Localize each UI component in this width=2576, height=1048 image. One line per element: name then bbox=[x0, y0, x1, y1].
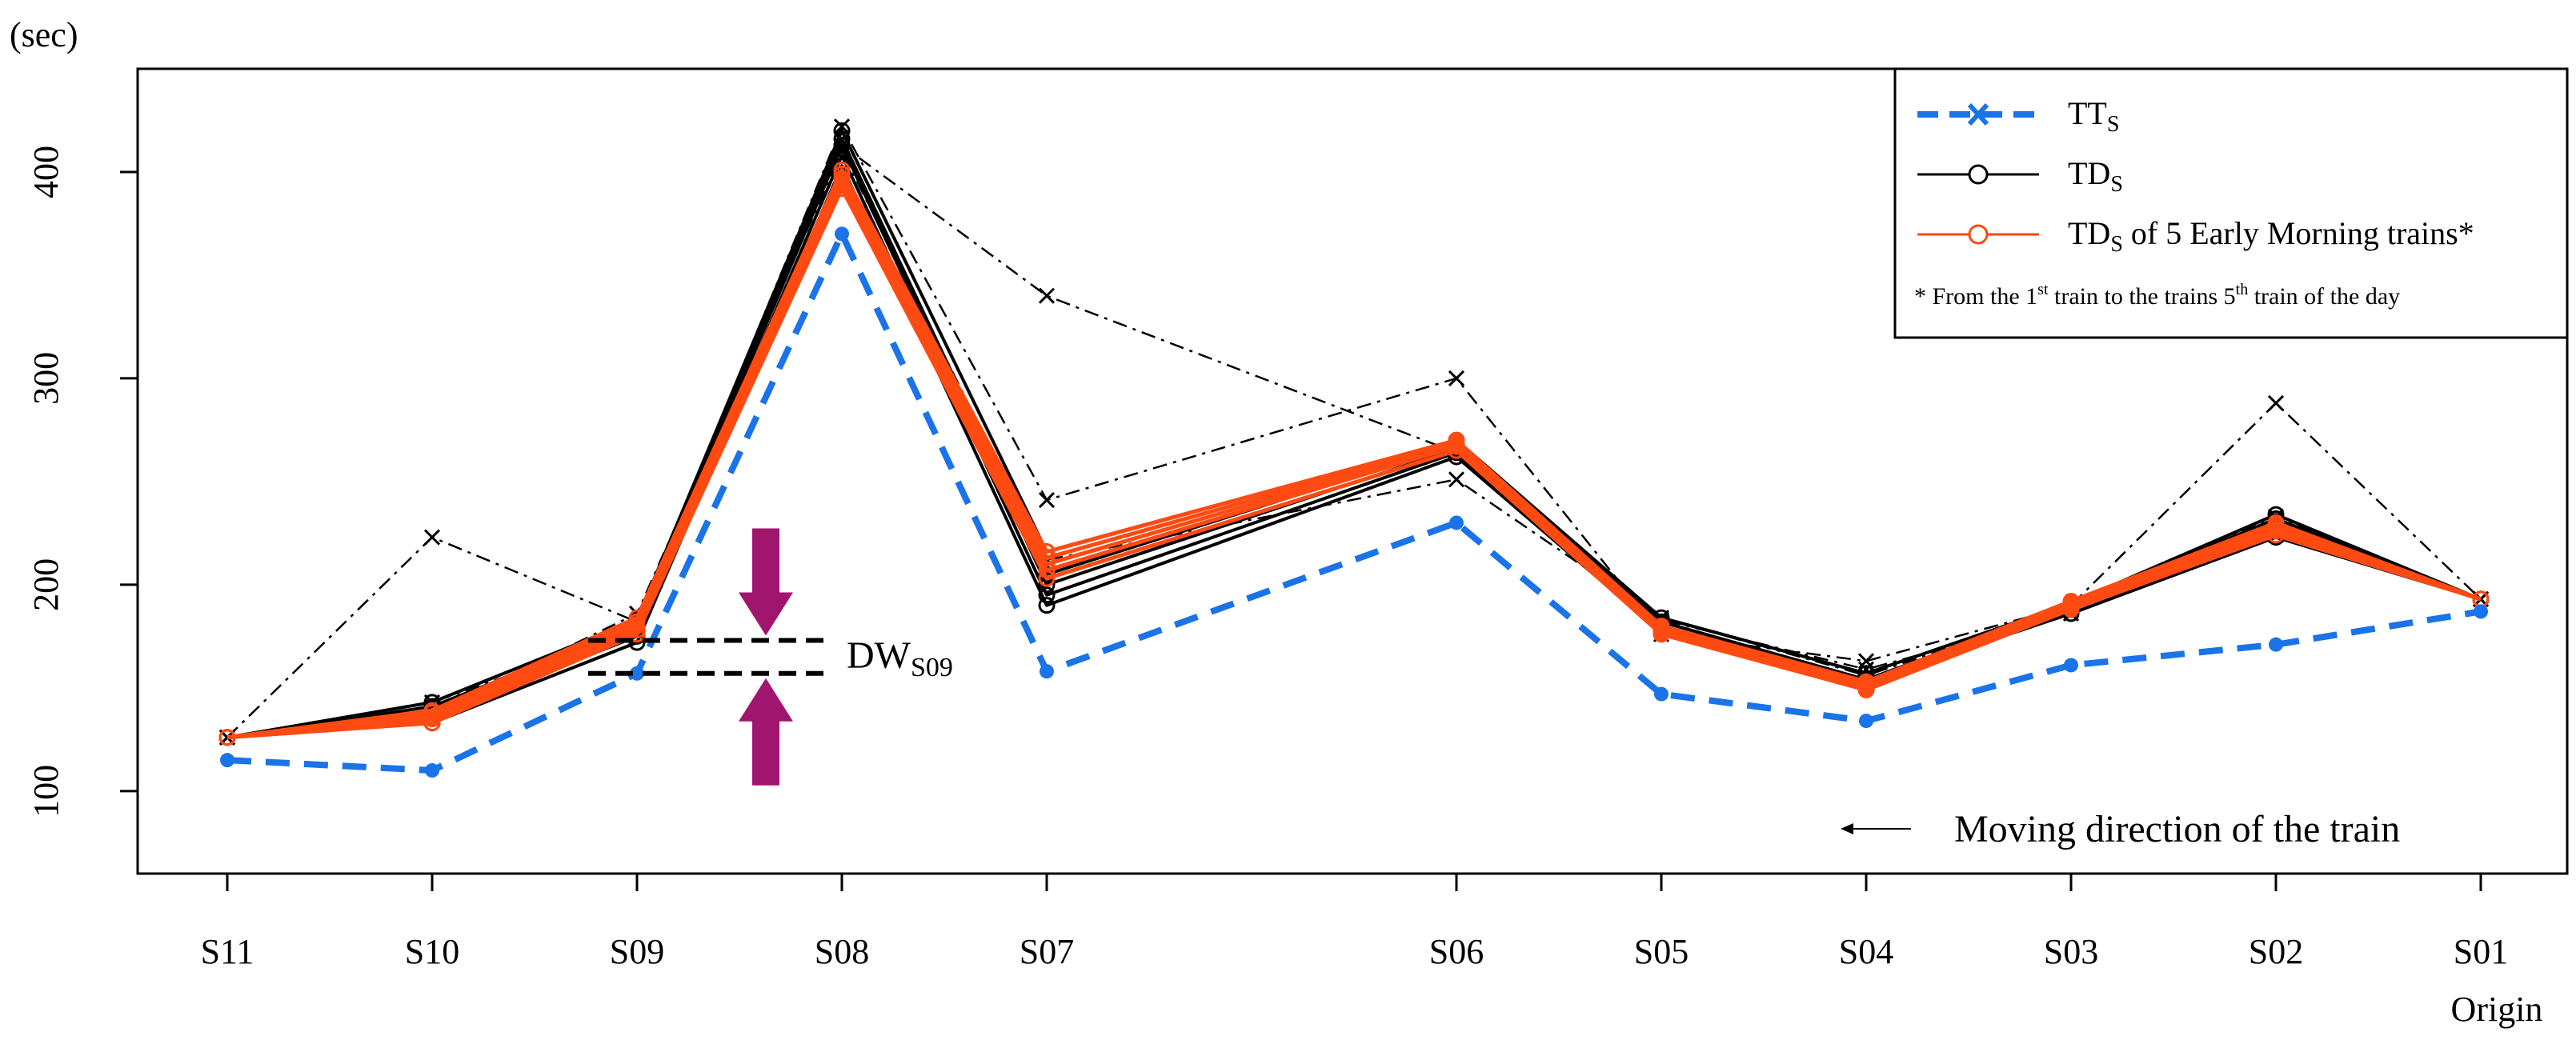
x-tick-label: S03 bbox=[2044, 932, 2098, 971]
legend-entry-tts: TTS bbox=[1917, 95, 2119, 137]
series-layer bbox=[218, 118, 2490, 778]
data-point bbox=[833, 161, 851, 178]
legend-footnote: * From the 1st train to the trains 5th t… bbox=[1914, 281, 2400, 310]
data-point bbox=[1857, 673, 1875, 690]
direction-text: Moving direction of the train bbox=[1954, 808, 2400, 850]
data-point bbox=[1857, 661, 1875, 678]
legend-tde-sub: S bbox=[2110, 232, 2123, 257]
data-point bbox=[423, 702, 441, 719]
data-point bbox=[833, 137, 851, 154]
x-origin-label: Origin bbox=[2451, 990, 2543, 1029]
data-point bbox=[1654, 686, 1669, 702]
legend-tds-circle-icon bbox=[1968, 164, 1989, 185]
data-point bbox=[630, 666, 644, 681]
left-arrow-icon bbox=[1841, 823, 1853, 834]
legend-tts-main: TT bbox=[2068, 95, 2107, 131]
y-axis-unit: (sec) bbox=[10, 15, 78, 54]
x-tick-label: S01 bbox=[2454, 932, 2508, 971]
x-tick-label: S09 bbox=[610, 932, 664, 971]
legend-tde-label: TDS of 5 Early Morning trains* bbox=[2068, 215, 2474, 257]
series-tde-13 bbox=[218, 161, 2490, 746]
legend-note-sup1: st bbox=[2037, 281, 2049, 298]
legend-tds-sub: S bbox=[2110, 172, 2123, 197]
data-point bbox=[425, 763, 439, 778]
legend-tde-main: TD bbox=[2068, 215, 2110, 251]
dw-down-arrow-icon bbox=[739, 528, 793, 636]
legend-note-sup2: th bbox=[2236, 281, 2249, 298]
legend-entry-tde: TDS of 5 Early Morning trains* bbox=[1917, 215, 2474, 257]
y-tick-label: 100 bbox=[26, 765, 66, 818]
legend-tde-circle-icon bbox=[1968, 224, 1989, 245]
legend-note-part2: train to the trains 5 bbox=[2049, 283, 2236, 310]
dw-label-sub: S09 bbox=[911, 653, 953, 682]
x-tick-label: S05 bbox=[1634, 932, 1689, 971]
data-point bbox=[2269, 637, 2283, 652]
legend-box bbox=[1893, 67, 2569, 339]
data-point bbox=[1038, 597, 1056, 614]
y-axis: 100 200 300 400 bbox=[26, 146, 139, 818]
x-tick-label: S10 bbox=[405, 932, 459, 971]
data-point bbox=[423, 529, 441, 546]
legend-tde-rest: of 5 Early Morning trains* bbox=[2123, 215, 2474, 251]
legend: TTS TDS TDS of 5 Early Morning trains* *… bbox=[1893, 67, 2569, 339]
data-point bbox=[1038, 586, 1056, 604]
data-point bbox=[1448, 370, 1465, 386]
dw-annotation: DWS09 bbox=[588, 528, 953, 786]
data-point bbox=[1038, 492, 1056, 509]
data-point bbox=[2267, 514, 2285, 531]
data-point bbox=[1038, 287, 1056, 304]
y-tick-label: 200 bbox=[26, 558, 66, 611]
legend-note-part1: * From the 1 bbox=[1914, 283, 2037, 310]
dw-label-main: DW bbox=[847, 634, 911, 677]
dw-label: DWS09 bbox=[847, 634, 953, 682]
direction-annotation: Moving direction of the train bbox=[1841, 808, 2400, 850]
y-tick-label: 400 bbox=[26, 146, 66, 198]
series-line bbox=[226, 230, 2482, 774]
data-point bbox=[1859, 714, 1873, 729]
x-tick-label: S04 bbox=[1839, 932, 1893, 971]
data-point bbox=[2267, 394, 2285, 411]
data-point bbox=[835, 226, 849, 242]
data-point bbox=[1448, 471, 1465, 488]
data-point bbox=[1038, 543, 1056, 561]
dw-up-arrow-icon bbox=[739, 678, 793, 786]
legend-tts-label: TTS bbox=[2068, 95, 2119, 137]
series-line bbox=[226, 167, 2482, 740]
x-tick-label: S11 bbox=[201, 932, 254, 971]
x-axis: S11 S10 S09 S08 S07 S06 S05 S04 S03 S02 S01 Origin bbox=[201, 872, 2543, 1029]
data-point bbox=[833, 143, 851, 160]
legend-tds-main: TD bbox=[2068, 155, 2110, 191]
legend-tts-sub: S bbox=[2107, 112, 2120, 137]
y-tick-label: 300 bbox=[26, 352, 66, 405]
data-point bbox=[1040, 664, 1054, 679]
legend-tts-cross-icon bbox=[1967, 102, 1989, 126]
legend-tds-label: TDS bbox=[2068, 155, 2123, 197]
x-tick-label: S06 bbox=[1429, 932, 1484, 971]
data-point bbox=[628, 609, 646, 626]
data-point bbox=[1449, 515, 1464, 530]
data-point bbox=[833, 122, 851, 139]
data-point bbox=[218, 729, 236, 746]
data-point bbox=[2064, 658, 2078, 673]
data-point bbox=[220, 753, 234, 768]
data-point bbox=[833, 118, 851, 135]
data-point bbox=[1448, 431, 1465, 449]
legend-note-part3: train of the day bbox=[2248, 283, 2400, 310]
x-tick-label: S02 bbox=[2249, 932, 2303, 971]
x-tick-label: S08 bbox=[815, 932, 869, 971]
data-point bbox=[1653, 617, 1670, 634]
x-tick-label: S07 bbox=[1020, 932, 1074, 971]
data-point bbox=[2474, 604, 2488, 619]
data-point bbox=[2062, 593, 2080, 610]
legend-entry-tds: TDS bbox=[1917, 155, 2123, 197]
series-tts-0 bbox=[220, 226, 2488, 778]
